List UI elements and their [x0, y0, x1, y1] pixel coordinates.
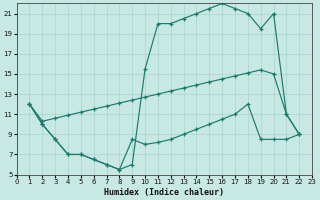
- X-axis label: Humidex (Indice chaleur): Humidex (Indice chaleur): [104, 188, 224, 197]
